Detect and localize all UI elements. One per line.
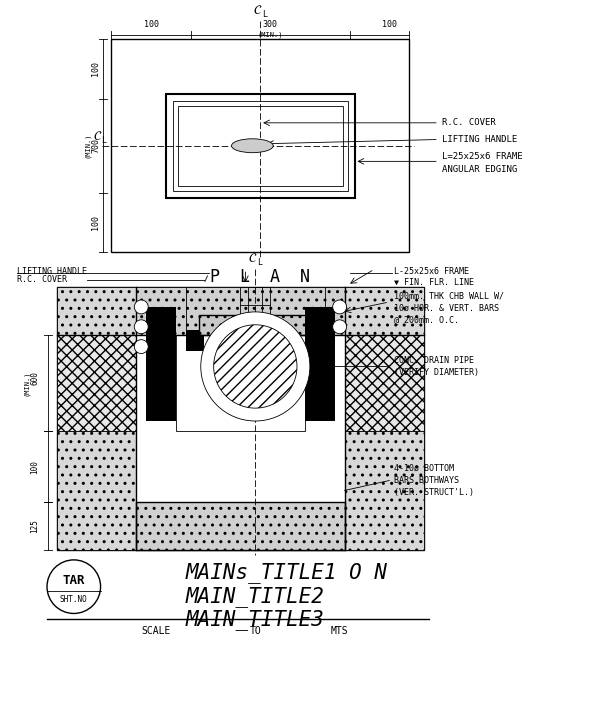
Ellipse shape [232, 139, 273, 153]
Text: L=25x25x6 FRAME: L=25x25x6 FRAME [442, 152, 522, 161]
Bar [241, 287, 270, 315]
Circle shape [333, 300, 346, 314]
Bar [186, 330, 204, 351]
Bar [305, 307, 335, 421]
Text: $\mathcal{C}$: $\mathcal{C}$ [252, 4, 262, 17]
Circle shape [201, 312, 310, 421]
Text: BARS BOTHWAYS: BARS BOTHWAYS [394, 476, 459, 485]
Text: R.C. COVER: R.C. COVER [17, 274, 67, 284]
Text: SCALE: SCALE [141, 626, 171, 636]
Text: 125: 125 [31, 519, 40, 533]
Bar [137, 287, 345, 335]
Text: @ 200mm. O.C.: @ 200mm. O.C. [394, 315, 459, 324]
Text: ANGULAR EDGING: ANGULAR EDGING [442, 165, 517, 174]
Bar [57, 287, 424, 550]
Text: SHT.NO: SHT.NO [60, 595, 87, 604]
Text: (MIN.): (MIN.) [23, 370, 30, 395]
Text: 700: 700 [91, 138, 100, 153]
Circle shape [47, 560, 100, 613]
Circle shape [333, 320, 346, 333]
Text: MAINs_TITLE1 O N: MAINs_TITLE1 O N [186, 562, 388, 582]
Bar [166, 94, 355, 198]
Text: (MIN.): (MIN.) [85, 133, 91, 158]
Text: MAIN_TITLE2: MAIN_TITLE2 [186, 585, 325, 607]
Bar [57, 431, 137, 550]
Bar [345, 287, 424, 335]
Text: MAIN_TITLE3: MAIN_TITLE3 [186, 610, 325, 631]
Text: 4-10ø BOTTOM: 4-10ø BOTTOM [394, 464, 454, 473]
Bar [178, 106, 343, 186]
Text: P  L  A  N: P L A N [210, 268, 310, 286]
Text: MTS: MTS [331, 626, 349, 636]
Text: L: L [102, 136, 106, 145]
Circle shape [134, 340, 148, 354]
Text: 10ø HOR. & VERT. BARS: 10ø HOR. & VERT. BARS [394, 303, 499, 312]
Text: 100: 100 [31, 459, 40, 474]
Text: 300: 300 [263, 20, 278, 30]
Text: ▼ FIN. FLR. LINE: ▼ FIN. FLR. LINE [394, 278, 474, 287]
Text: 100: 100 [91, 61, 100, 76]
Text: L: L [262, 10, 267, 19]
Bar [173, 101, 348, 191]
Text: (VER. STRUCT'L.): (VER. STRUCT'L.) [394, 488, 474, 497]
Text: 100: 100 [91, 215, 100, 230]
Text: (VERIFY DIAMETER): (VERIFY DIAMETER) [394, 368, 479, 377]
Bar [199, 315, 312, 335]
Text: CONC. DRAIN PIPE: CONC. DRAIN PIPE [394, 356, 474, 365]
Bar [199, 315, 312, 335]
Text: L: L [257, 258, 262, 267]
Bar [57, 287, 137, 335]
Text: TAR: TAR [63, 575, 85, 588]
Bar [57, 335, 137, 431]
Bar [112, 39, 409, 253]
Circle shape [134, 320, 148, 333]
Text: 100: 100 [144, 20, 158, 30]
Bar [146, 307, 176, 421]
Circle shape [134, 300, 148, 314]
Text: LIFTING HANDLE: LIFTING HANDLE [17, 266, 87, 276]
Text: LIFTING HANDLE: LIFTING HANDLE [442, 135, 517, 144]
Text: L-25x25x6 FRAME: L-25x25x6 FRAME [394, 266, 469, 276]
Text: TO: TO [249, 626, 261, 636]
Text: (MIN.): (MIN.) [258, 32, 283, 38]
Text: 100mm. THK CHB WALL W/: 100mm. THK CHB WALL W/ [394, 292, 504, 300]
Text: 600: 600 [31, 371, 40, 384]
Bar [137, 503, 345, 550]
Text: 100: 100 [382, 20, 397, 30]
Bar [307, 330, 325, 351]
Text: $\mathcal{C}$: $\mathcal{C}$ [248, 252, 257, 265]
Circle shape [214, 325, 297, 408]
Text: $\mathcal{C}$: $\mathcal{C}$ [93, 130, 102, 143]
Bar [137, 503, 345, 550]
Bar [345, 335, 424, 431]
Text: R.C. COVER: R.C. COVER [442, 118, 496, 127]
Bar [345, 431, 424, 550]
Bar [176, 335, 305, 431]
